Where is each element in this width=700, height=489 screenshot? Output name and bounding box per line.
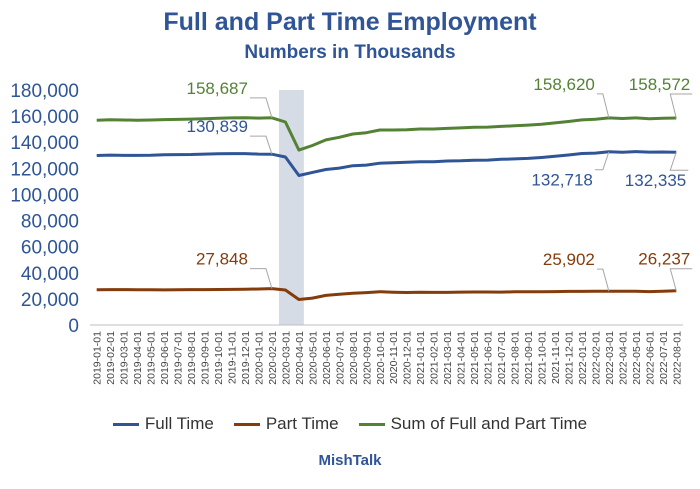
chart-legend: Full Time Part Time Sum of Full and Part… [0, 414, 700, 434]
x-tick-label: 2021-01-01 [415, 331, 427, 385]
data-label: 158,572 [629, 75, 690, 94]
x-tick-label: 2021-03-01 [442, 331, 454, 385]
x-tick-label: 2019-01-01 [92, 331, 104, 385]
legend-label-full-time: Full Time [144, 414, 214, 433]
data-label: 26,237 [638, 250, 690, 269]
legend-label-sum: Sum of Full and Part Time [390, 414, 588, 433]
y-tick-label: 60,000 [21, 238, 79, 259]
x-tick-label: 2019-05-01 [146, 331, 158, 385]
x-tick-label: 2021-05-01 [469, 331, 481, 385]
data-label: 27,848 [196, 250, 248, 269]
x-tick-label: 2019-08-01 [186, 331, 198, 385]
x-tick-label: 2022-03-01 [604, 331, 616, 385]
y-tick-label: 140,000 [10, 133, 79, 154]
chart-title: Full and Part Time Employment [163, 8, 537, 36]
x-tick-label: 2021-11-01 [550, 331, 562, 384]
legend-item-full-time: Full Time [112, 414, 214, 434]
legend-item-sum: Sum of Full and Part Time [358, 414, 588, 434]
x-tick-label: 2021-04-01 [456, 331, 468, 385]
x-tick-label: 2020-10-01 [375, 331, 387, 385]
x-tick-label: 2019-04-01 [132, 331, 144, 385]
x-tick-label: 2021-12-01 [563, 331, 575, 385]
x-tick-label: 2020-09-01 [361, 331, 373, 385]
legend-swatch-sum [358, 422, 385, 426]
x-tick-label: 2019-02-01 [105, 331, 117, 385]
x-tick-label: 2019-03-01 [119, 331, 131, 385]
x-tick-label: 2022-01-01 [577, 331, 589, 385]
x-tick-label: 2020-12-01 [402, 331, 414, 385]
y-tick-label: 40,000 [21, 264, 79, 285]
annotation-leader-3 [249, 135, 273, 155]
x-tick-label: 2020-06-01 [321, 331, 333, 385]
data-label: 132,718 [531, 171, 592, 190]
credit-label: MishTalk [318, 452, 382, 469]
x-tick-label: 2021-06-01 [483, 331, 495, 385]
x-tick-label: 2020-07-01 [334, 331, 346, 385]
x-tick-label: 2019-11-01 [227, 331, 239, 384]
x-tick-label: 2022-06-01 [644, 331, 656, 385]
series-line-1 [96, 287, 677, 301]
y-tick-label: 80,000 [21, 212, 79, 233]
annotation-leader-8 [669, 268, 693, 291]
data-label: 132,335 [625, 171, 686, 190]
x-tick-label: 2020-01-01 [253, 331, 265, 385]
series-line-0 [96, 150, 677, 177]
data-label: 158,620 [533, 75, 594, 94]
x-tick-label: 2021-07-01 [496, 331, 508, 385]
x-tick-label: 2021-10-01 [536, 331, 548, 385]
recession-shading [278, 90, 304, 325]
x-tick-label: 2022-08-01 [671, 331, 683, 385]
x-tick-label: 2021-08-01 [510, 331, 522, 385]
legend-swatch-part-time [233, 422, 260, 426]
x-tick-label: 2022-02-01 [590, 331, 602, 385]
legend-label-part-time: Part Time [265, 414, 339, 433]
data-label: 158,687 [186, 79, 247, 98]
x-tick-label: 2019-07-01 [173, 331, 185, 385]
x-tick-label: 2020-11-01 [388, 331, 400, 384]
legend-swatch-full-time [112, 422, 139, 426]
y-tick-label: 100,000 [10, 185, 79, 206]
x-tick-label: 2020-04-01 [294, 331, 306, 385]
annotation-leader-5 [669, 152, 689, 171]
data-label: 130,839 [186, 117, 247, 136]
annotation-leader-6 [249, 268, 273, 289]
annotation-leader-4 [594, 151, 610, 171]
x-tick-label: 2019-06-01 [159, 331, 171, 385]
series-line-2 [96, 116, 677, 152]
x-tick-label: 2021-09-01 [523, 331, 535, 385]
y-tick-label: 120,000 [10, 159, 79, 180]
x-tick-label: 2019-10-01 [213, 331, 225, 385]
x-tick-label: 2020-03-01 [280, 331, 292, 385]
x-tick-label: 2021-02-01 [429, 331, 441, 385]
y-tick-label: 0 [68, 316, 79, 337]
annotation-leader-2 [669, 93, 693, 119]
annotation-leader-0 [249, 97, 273, 118]
legend-item-part-time: Part Time [233, 414, 339, 434]
x-tick-label: 2022-04-01 [617, 331, 629, 385]
x-tick-label: 2020-02-01 [267, 331, 279, 385]
x-tick-label: 2022-07-01 [658, 331, 670, 385]
chart-subtitle: Numbers in Thousands [244, 42, 456, 63]
x-tick-label: 2022-05-01 [631, 331, 643, 385]
y-tick-label: 180,000 [10, 81, 79, 102]
x-tick-label: 2020-05-01 [307, 331, 319, 385]
x-tick-label: 2019-09-01 [200, 331, 212, 385]
x-tick-label: 2020-08-01 [348, 331, 360, 385]
y-tick-label: 20,000 [21, 290, 79, 311]
employment-line-chart: 0 20,000 40,000 60,000 80,000 100,000 120,000 1… [10, 75, 693, 385]
x-tick-label: 2019-12-01 [240, 331, 252, 385]
annotation-leader-7 [596, 268, 610, 292]
y-tick-label: 160,000 [10, 107, 79, 128]
annotation-leader-1 [596, 93, 610, 119]
data-label: 25,902 [543, 250, 595, 269]
